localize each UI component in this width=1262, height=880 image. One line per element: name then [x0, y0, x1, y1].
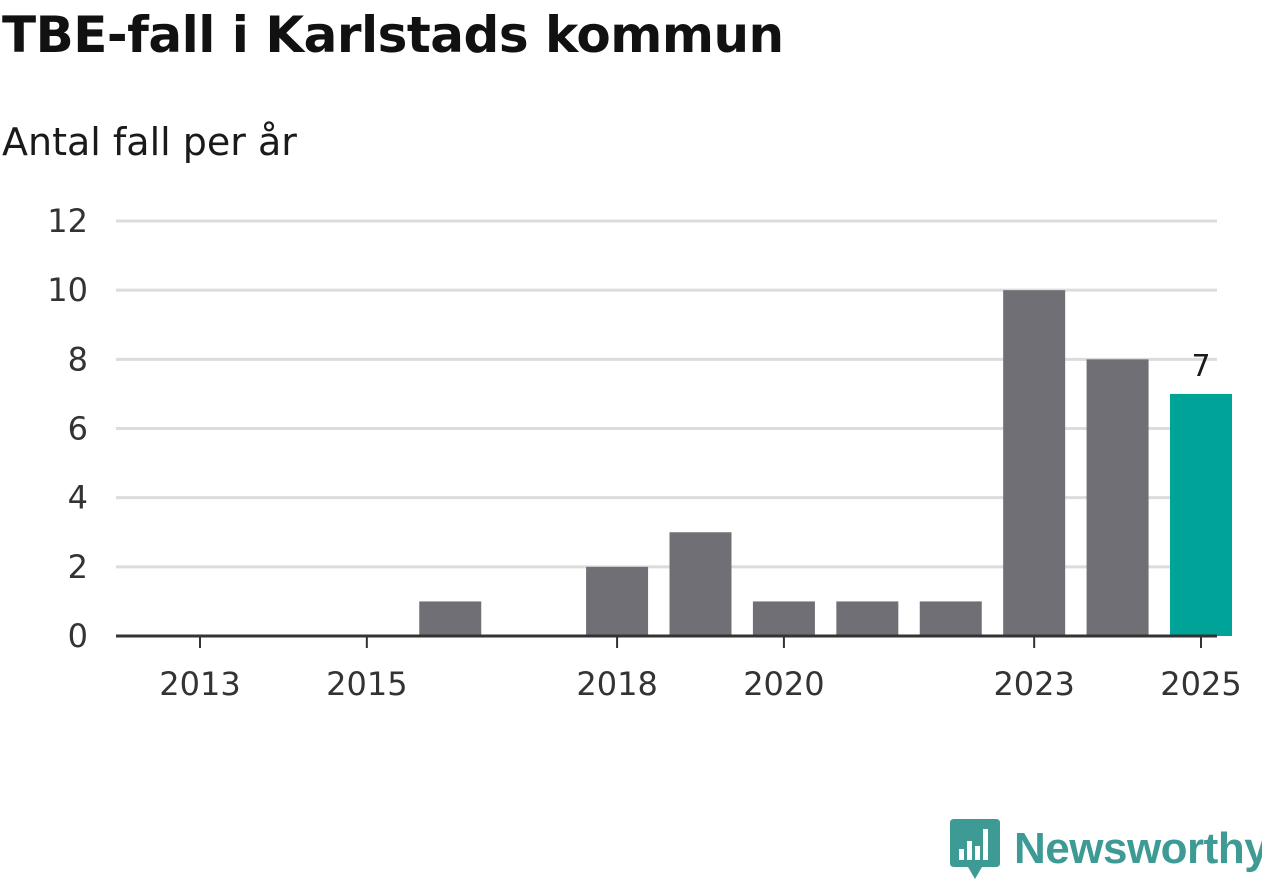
x-tick-label-2013: 2013: [159, 665, 240, 703]
newsworthy-chart-bubble-icon: [950, 819, 1000, 879]
bar-2020: [752, 601, 815, 636]
y-tick-label-12: 12: [47, 202, 88, 240]
bars: [419, 290, 1232, 636]
brand-logo: Newsworthy: [950, 818, 1262, 880]
x-axis-ticks: 2013 2015 2018 2020 2023 2025: [159, 636, 1242, 703]
bar-2019: [669, 532, 732, 636]
y-tick-label-4: 4: [68, 479, 88, 517]
bar-2025: [1170, 393, 1232, 636]
chart-title: TBE-fall i Karlstads kommun: [2, 6, 784, 64]
bar-chart: 0 2 4 6 8 10 12 2013 2015 2018 2020 2023 2025 7: [47, 202, 1242, 703]
x-tick-label-2023: 2023: [993, 665, 1074, 703]
y-tick-label-8: 8: [68, 340, 88, 378]
y-tick-label-0: 0: [68, 617, 88, 655]
x-tick-label-2018: 2018: [576, 665, 657, 703]
x-tick-label-2025: 2025: [1160, 665, 1241, 703]
y-tick-label-6: 6: [68, 410, 88, 448]
x-tick-label-2020: 2020: [743, 665, 824, 703]
bar-2018: [586, 566, 649, 636]
y-axis-ticks: 0 2 4 6 8 10 12: [47, 202, 88, 655]
bar-2023: [1003, 290, 1066, 636]
brand-name: Newsworthy: [1014, 824, 1262, 873]
bar-2024: [1086, 359, 1149, 636]
bar-labels: 7: [1191, 349, 1210, 384]
x-tick-label-2015: 2015: [326, 665, 407, 703]
bar-2022: [919, 601, 982, 636]
bar-2021: [836, 601, 899, 636]
chart-subtitle: Antal fall per år: [2, 120, 297, 164]
bar-value-label-2025: 7: [1191, 349, 1210, 384]
y-tick-label-10: 10: [47, 271, 88, 309]
bar-2016: [419, 601, 482, 636]
y-tick-label-2: 2: [68, 548, 88, 586]
